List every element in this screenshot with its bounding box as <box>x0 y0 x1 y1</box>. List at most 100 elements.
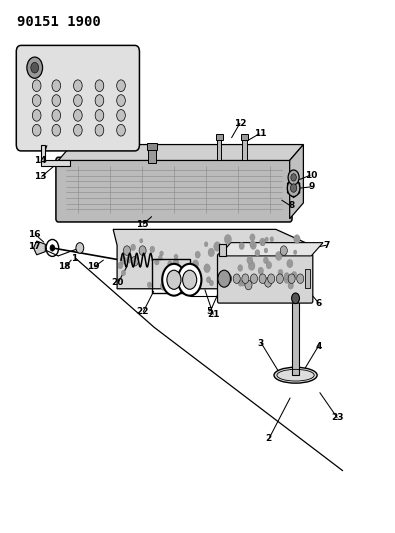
Circle shape <box>287 260 293 268</box>
Circle shape <box>276 274 283 284</box>
Polygon shape <box>34 241 45 255</box>
Text: 8: 8 <box>288 201 295 210</box>
Circle shape <box>208 248 214 257</box>
Circle shape <box>52 124 60 136</box>
Circle shape <box>278 269 283 276</box>
Circle shape <box>275 252 282 261</box>
Circle shape <box>264 248 268 253</box>
Circle shape <box>209 280 214 286</box>
Circle shape <box>32 95 41 107</box>
Circle shape <box>266 282 269 287</box>
Circle shape <box>123 246 130 255</box>
Circle shape <box>192 260 199 268</box>
Text: 1: 1 <box>71 254 77 263</box>
Circle shape <box>250 241 254 247</box>
Circle shape <box>150 246 155 253</box>
Bar <box>147 143 158 150</box>
Circle shape <box>32 124 41 136</box>
Circle shape <box>238 280 243 286</box>
Polygon shape <box>113 229 311 289</box>
FancyBboxPatch shape <box>218 254 313 303</box>
Circle shape <box>233 274 240 284</box>
Circle shape <box>242 274 249 284</box>
Text: 12: 12 <box>234 119 247 128</box>
Text: 14: 14 <box>34 156 47 165</box>
Circle shape <box>196 277 200 283</box>
Circle shape <box>263 257 268 264</box>
Bar <box>292 298 299 375</box>
Circle shape <box>284 273 289 280</box>
Circle shape <box>206 277 211 283</box>
Circle shape <box>224 235 231 244</box>
Circle shape <box>280 246 287 255</box>
Circle shape <box>261 241 265 246</box>
Circle shape <box>195 251 200 258</box>
Circle shape <box>255 249 260 256</box>
Circle shape <box>95 80 104 92</box>
Circle shape <box>118 262 123 269</box>
Circle shape <box>292 293 299 304</box>
Circle shape <box>284 272 289 279</box>
Circle shape <box>247 256 253 264</box>
Text: 9: 9 <box>308 182 314 191</box>
Polygon shape <box>288 179 300 198</box>
Text: 19: 19 <box>87 262 100 271</box>
Text: 13: 13 <box>34 172 47 181</box>
Circle shape <box>248 261 255 270</box>
Circle shape <box>245 280 252 290</box>
Circle shape <box>126 256 132 263</box>
Circle shape <box>131 244 135 251</box>
Text: 7: 7 <box>324 241 330 250</box>
Circle shape <box>117 124 125 136</box>
Circle shape <box>139 246 146 255</box>
Circle shape <box>265 237 268 241</box>
Circle shape <box>73 95 82 107</box>
Circle shape <box>178 264 201 296</box>
Circle shape <box>147 282 152 288</box>
Circle shape <box>121 270 126 276</box>
Circle shape <box>32 80 41 92</box>
Text: 2: 2 <box>265 434 271 443</box>
Circle shape <box>52 80 60 92</box>
Circle shape <box>140 239 143 243</box>
Bar <box>149 147 156 163</box>
Circle shape <box>52 95 60 107</box>
Circle shape <box>95 95 104 107</box>
Circle shape <box>177 269 181 274</box>
Circle shape <box>95 110 104 121</box>
Circle shape <box>73 80 82 92</box>
Text: 3: 3 <box>257 339 263 348</box>
Circle shape <box>287 180 300 197</box>
Circle shape <box>50 245 55 251</box>
Text: 21: 21 <box>207 310 220 319</box>
Circle shape <box>168 261 172 267</box>
Circle shape <box>73 124 82 136</box>
Bar <box>216 134 223 140</box>
Polygon shape <box>41 144 70 166</box>
Circle shape <box>187 280 192 286</box>
Text: 22: 22 <box>136 307 149 316</box>
Circle shape <box>218 270 230 287</box>
Text: 15: 15 <box>136 220 149 229</box>
Circle shape <box>182 270 197 289</box>
Bar <box>219 244 226 256</box>
Text: 4: 4 <box>316 342 322 351</box>
Bar <box>217 139 222 160</box>
Circle shape <box>250 241 256 249</box>
Text: 5: 5 <box>206 307 213 316</box>
Polygon shape <box>219 243 323 256</box>
Circle shape <box>288 170 299 185</box>
Circle shape <box>259 274 266 284</box>
Circle shape <box>250 234 255 241</box>
Circle shape <box>265 278 272 287</box>
Circle shape <box>194 284 197 289</box>
Circle shape <box>154 259 159 265</box>
Text: 11: 11 <box>254 130 267 139</box>
Text: 23: 23 <box>332 413 344 422</box>
Circle shape <box>250 274 258 284</box>
Circle shape <box>120 256 126 264</box>
Circle shape <box>167 270 181 289</box>
Circle shape <box>95 124 104 136</box>
Circle shape <box>204 242 208 247</box>
FancyBboxPatch shape <box>56 157 292 222</box>
